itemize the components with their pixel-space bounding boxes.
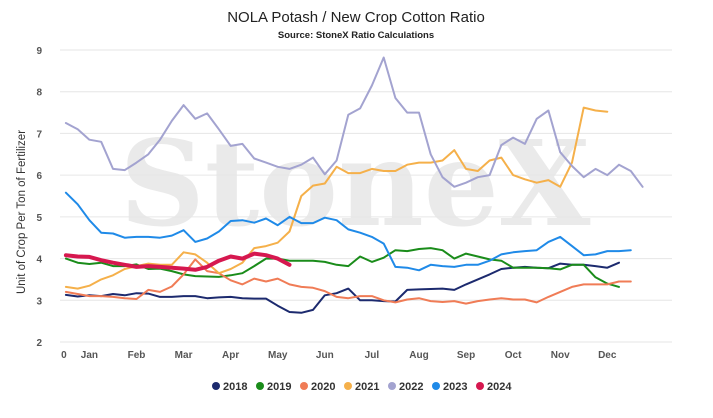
legend-marker-2022 bbox=[388, 382, 396, 390]
series-line-2021 bbox=[64, 106, 609, 290]
legend-label-2018: 2018 bbox=[223, 381, 247, 393]
y-tick-label: 3 bbox=[36, 296, 42, 307]
legend-label-2023: 2023 bbox=[443, 381, 467, 393]
x-tick-label: Jul bbox=[365, 350, 380, 361]
chart-subtitle: Source: StoneX Ratio Calculations bbox=[278, 30, 434, 41]
y-tick-label: 8 bbox=[36, 88, 42, 99]
series-line-2023 bbox=[64, 191, 632, 272]
series-line-2020 bbox=[64, 258, 632, 305]
legend-marker-2020 bbox=[300, 382, 308, 390]
series-line-2024 bbox=[63, 251, 292, 272]
series-line-2018 bbox=[64, 261, 620, 314]
y-axis-label: Unit of Crop Per Ton of Fertilizer bbox=[16, 130, 28, 294]
x-tick-label: Jan bbox=[81, 350, 98, 361]
legend-marker-2021 bbox=[344, 382, 352, 390]
legend-marker-2023 bbox=[432, 382, 440, 390]
legend: 2018 2019 2020 2021 2022 2023 2024 bbox=[212, 381, 512, 393]
y-tick-label: 2 bbox=[36, 338, 42, 349]
x-tick-label: Mar bbox=[175, 350, 193, 361]
x-tick-label: Jun bbox=[316, 350, 334, 361]
legend-label-2021: 2021 bbox=[355, 381, 379, 393]
series-lines bbox=[63, 56, 644, 314]
legend-label-2020: 2020 bbox=[311, 381, 335, 393]
x-tick-label: Aug bbox=[409, 350, 428, 361]
x-axis-ticks: 0 Jan Feb Mar Apr May Jun Jul Aug Sep Oct Nov Dec bbox=[61, 350, 617, 361]
legend-marker-2019 bbox=[256, 382, 264, 390]
x-tick-label: Feb bbox=[128, 350, 146, 361]
legend-label-2024: 2024 bbox=[487, 381, 512, 393]
y-tick-label: 6 bbox=[36, 171, 42, 182]
x-tick-label: Dec bbox=[598, 350, 617, 361]
y-tick-label: 4 bbox=[36, 255, 42, 266]
y-tick-label: 7 bbox=[36, 129, 42, 140]
y-tick-label: 5 bbox=[36, 213, 42, 224]
x-tick-label: May bbox=[268, 350, 288, 361]
x-tick-label: Oct bbox=[505, 350, 522, 361]
x-tick-label: Apr bbox=[222, 350, 239, 361]
legend-label-2019: 2019 bbox=[267, 381, 291, 393]
legend-marker-2018 bbox=[212, 382, 220, 390]
chart-title: NOLA Potash / New Crop Cotton Ratio bbox=[227, 9, 485, 26]
legend-label-2022: 2022 bbox=[399, 381, 423, 393]
legend-marker-2024 bbox=[476, 382, 484, 390]
x-tick-label: Sep bbox=[457, 350, 475, 361]
y-axis-ticks: 2 3 4 5 6 7 8 9 bbox=[36, 46, 42, 349]
series-line-2022 bbox=[64, 56, 644, 188]
y-tick-label: 9 bbox=[36, 46, 42, 57]
x-tick-label: Nov bbox=[551, 350, 570, 361]
x-tick-label: 0 bbox=[61, 350, 67, 361]
